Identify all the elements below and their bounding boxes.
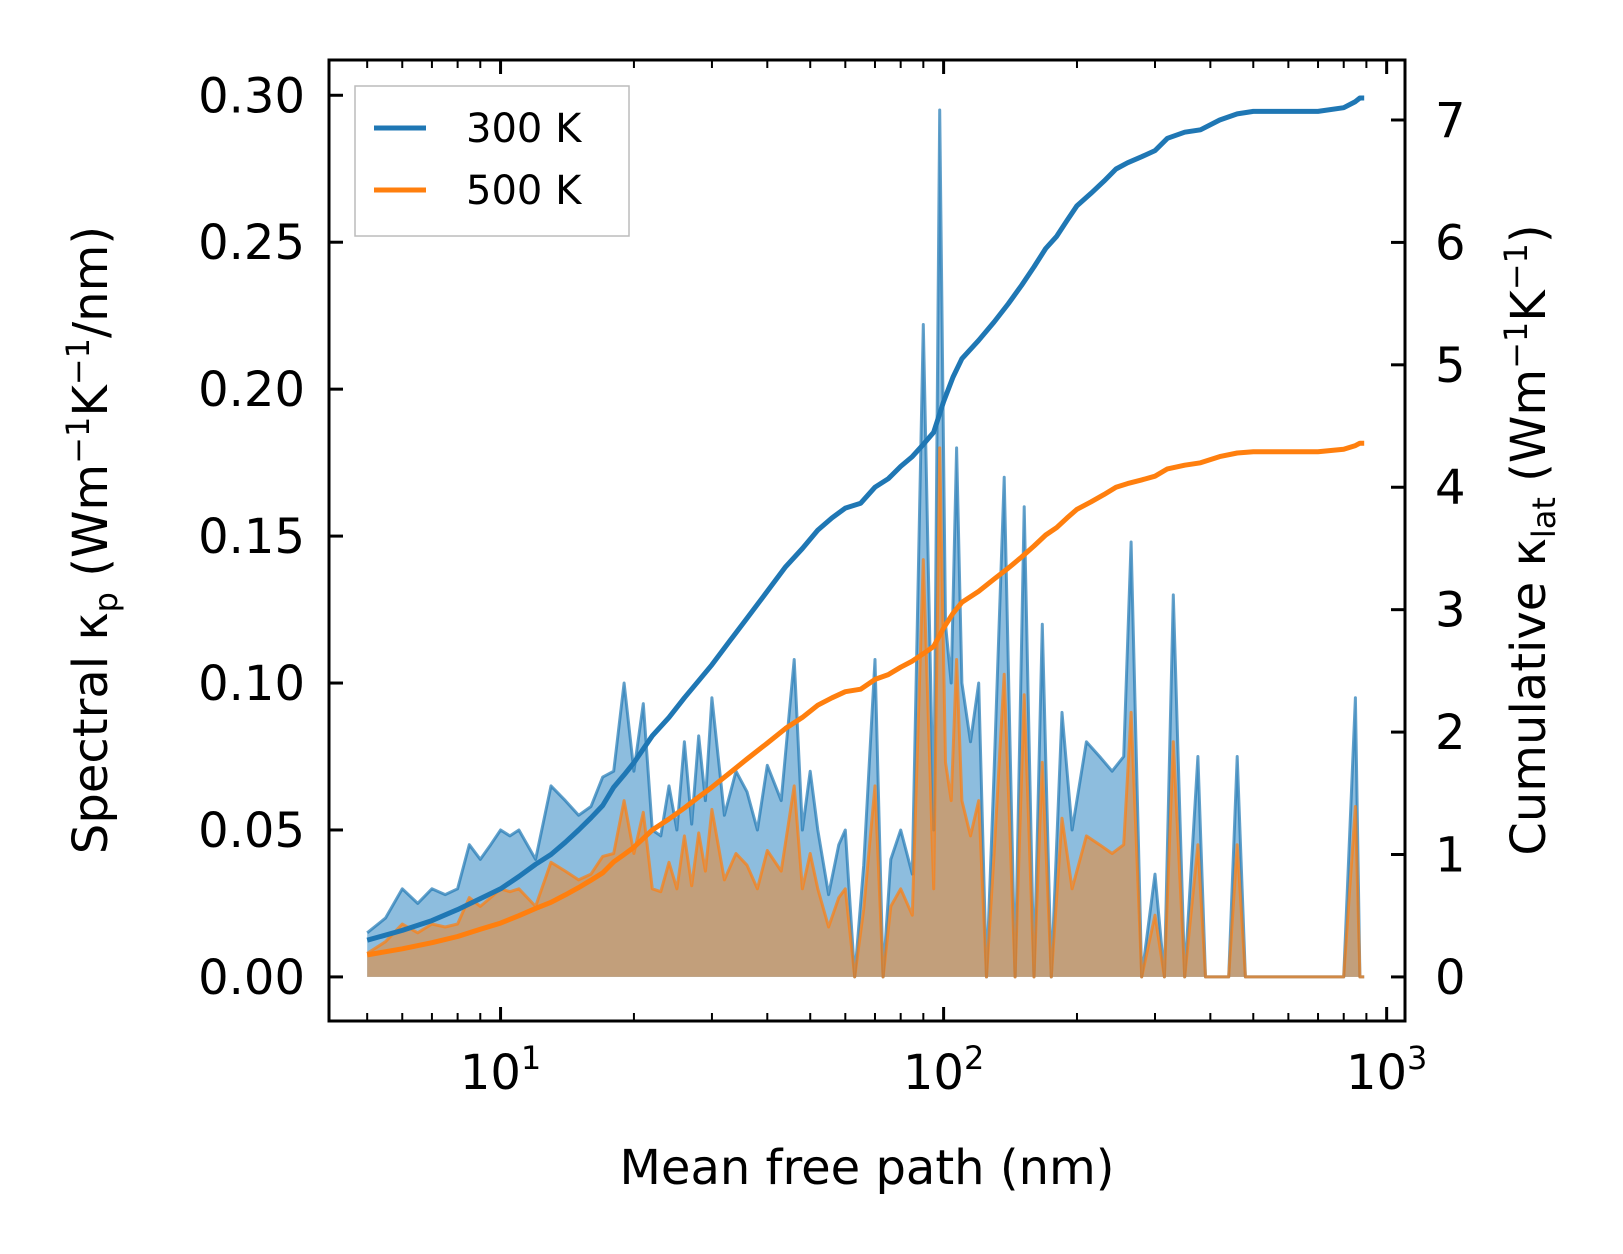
legend-label-300K: 300 K bbox=[466, 106, 583, 152]
y-right-tick-label: 7 bbox=[1435, 93, 1466, 149]
y-right-tick-label: 5 bbox=[1435, 338, 1466, 394]
x-tick-base: 10 bbox=[903, 1045, 964, 1101]
x-tick-exponent: 1 bbox=[521, 1039, 541, 1077]
right-label-part: lat bbox=[1525, 497, 1563, 538]
y-right-tick-label: 6 bbox=[1435, 215, 1466, 271]
left-label-part: K bbox=[63, 384, 119, 417]
y-right-tick-label: 3 bbox=[1435, 583, 1466, 639]
cumulative-line-300K bbox=[366, 95, 1365, 943]
x-tick-base: 10 bbox=[460, 1045, 521, 1101]
right-label-part: K bbox=[1501, 289, 1557, 322]
right-label-part: −1 bbox=[1497, 243, 1535, 290]
y-right-tick-label: 4 bbox=[1435, 460, 1466, 516]
right-label-part: −1 bbox=[1497, 322, 1535, 369]
left-label-part: /nm) bbox=[63, 226, 119, 338]
y-left-tick-label: 0.05 bbox=[198, 803, 305, 859]
right-label-part: Cumulative κ bbox=[1501, 538, 1557, 856]
x-tick-label: 101 bbox=[460, 1039, 541, 1101]
legend-box bbox=[354, 85, 630, 237]
spectral-line-500K bbox=[366, 446, 1365, 979]
plot-frame bbox=[327, 58, 1407, 1023]
x-tick-label: 102 bbox=[903, 1039, 984, 1101]
spectral-line-300K bbox=[366, 108, 1365, 979]
y-right-tick-label: 2 bbox=[1435, 705, 1466, 761]
y-left-tick-label: 0.15 bbox=[198, 509, 305, 565]
left-label-part: −1 bbox=[59, 417, 97, 464]
y-left-tick-label: 0.00 bbox=[198, 950, 305, 1006]
x-axis-label: Mean free path (nm) bbox=[620, 1140, 1115, 1196]
right-axis-label: Cumulative κlat (Wm−1K−1) bbox=[1497, 224, 1563, 855]
cumulative-lines bbox=[366, 95, 1365, 958]
x-tick-exponent: 2 bbox=[964, 1039, 984, 1077]
x-axis-ticks: 101 102 103 bbox=[366, 60, 1427, 1101]
right-label-part: (Wm bbox=[1501, 369, 1557, 497]
legend: 300 K 500 K bbox=[354, 85, 630, 237]
left-label-part: p bbox=[87, 592, 125, 612]
x-tick-label: 103 bbox=[1346, 1039, 1427, 1101]
right-axis-ticks: 0 1 2 3 4 5 6 7 bbox=[1391, 93, 1466, 1006]
y-right-tick-label: 0 bbox=[1435, 950, 1466, 1006]
cumulative-line-500K bbox=[366, 440, 1365, 958]
y-left-tick-label: 0.20 bbox=[198, 362, 305, 418]
left-axis-label: Spectral κp (Wm−1K−1/nm) bbox=[59, 226, 125, 854]
right-label-part: ) bbox=[1501, 224, 1557, 243]
left-label-part: −1 bbox=[59, 338, 97, 385]
left-label-part: (Wm bbox=[63, 464, 119, 592]
left-axis-ticks: 0.00 0.05 0.10 0.15 0.20 0.25 0.30 bbox=[198, 68, 343, 1006]
legend-label-500K: 500 K bbox=[466, 168, 583, 214]
x-tick-base: 10 bbox=[1346, 1045, 1407, 1101]
y-left-tick-label: 0.30 bbox=[198, 68, 305, 124]
y-right-tick-label: 1 bbox=[1435, 828, 1466, 884]
spectral-lines bbox=[366, 108, 1365, 979]
x-tick-exponent: 3 bbox=[1407, 1039, 1427, 1077]
left-label-part: Spectral κ bbox=[63, 612, 119, 854]
y-left-tick-label: 0.25 bbox=[198, 215, 305, 271]
y-left-tick-label: 0.10 bbox=[198, 656, 305, 712]
